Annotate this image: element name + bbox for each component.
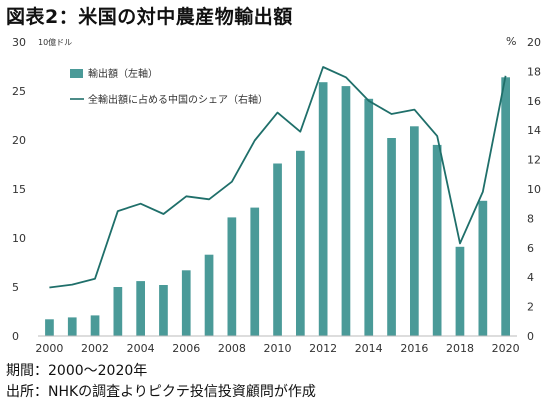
y-right-tick-label: 12 [527,154,541,167]
legend: 輸出額（左軸） 全輸出額に占める中国のシェア（右軸） [70,67,268,106]
y-left-tick-label: 15 [12,183,26,196]
bar-2014 [364,98,374,336]
x-tick-label: 2002 [81,342,109,355]
y-left-tick-label: 25 [12,85,26,98]
bar-2011 [296,150,305,336]
y-right-tick-label: 14 [527,124,541,137]
bar-2009 [250,207,260,336]
x-tick-label: 2014 [355,342,383,355]
bar-2003 [113,287,123,336]
legend-bar-label: 輸出額（左軸） [88,67,158,80]
bar-2000 [45,319,54,336]
y-left-tick-label: 10 [12,232,26,245]
y-right-tick-label: 6 [527,242,534,255]
bar-2005 [159,285,168,336]
x-tick-label: 2018 [446,342,474,355]
bar-2018 [455,246,465,336]
line-series [49,66,507,289]
x-tick-label: 2000 [35,342,63,355]
y-right-tick-label: 0 [527,330,534,343]
bar-2002 [90,315,100,336]
x-tick-label: 2006 [172,342,200,355]
y-left-tick-label: 0 [12,330,19,343]
bar-2010 [273,163,282,336]
y-axis-left-unit: 10億ドル [38,37,72,47]
bar-2017 [432,144,442,336]
bar-2012 [318,82,328,336]
y-axis-left: 0 5 10 15 20 25 30 [12,36,26,343]
bar-2008 [227,217,237,336]
x-tick-label: 2016 [400,342,428,355]
y-right-tick-label: 16 [527,95,541,108]
y-right-tick-label: 8 [527,212,534,225]
y-axis-right: 0 2 4 6 8 10 12 14 16 18 20 [527,36,541,343]
y-right-tick-label: 4 [527,271,534,284]
y-left-tick-label: 5 [12,281,19,294]
x-tick-label: 2012 [309,342,337,355]
x-tick-label: 2008 [218,342,246,355]
x-tick-label: 2020 [492,342,520,355]
bar-2006 [181,270,191,336]
bar-2001 [67,317,77,336]
footnote-period: 期間：2000～2020年 [6,363,148,379]
bar-2007 [204,254,214,336]
y-axis-right-unit: % [506,35,516,48]
footnote-source: 出所：NHKの調査よりピクテ投信投資顧問が作成 [6,384,316,400]
x-axis: 2000 2002 2004 2006 2008 2010 2012 2014 2016 2018… [35,335,520,355]
share-line [49,66,507,289]
legend-line-label: 全輸出額に占める中国のシェア（右軸） [88,93,268,106]
y-left-tick-label: 20 [12,134,26,147]
y-right-tick-label: 10 [527,183,541,196]
chart-title: 図表2：米国の対中農産物輸出額 [6,6,293,28]
bar-2004 [136,281,145,336]
bar-2020 [501,77,510,337]
bar-2016 [410,126,419,336]
bar-series [45,77,510,337]
y-right-tick-label: 2 [527,301,534,314]
x-tick-label: 2010 [264,342,292,355]
bar-2013 [341,86,351,336]
bar-2015 [387,138,396,336]
legend-bar-swatch [70,69,83,78]
y-left-tick-label: 30 [12,36,26,49]
y-right-tick-label: 20 [527,36,541,49]
bar-2019 [478,200,488,336]
x-tick-label: 2004 [127,342,155,355]
y-right-tick-label: 18 [527,65,541,78]
